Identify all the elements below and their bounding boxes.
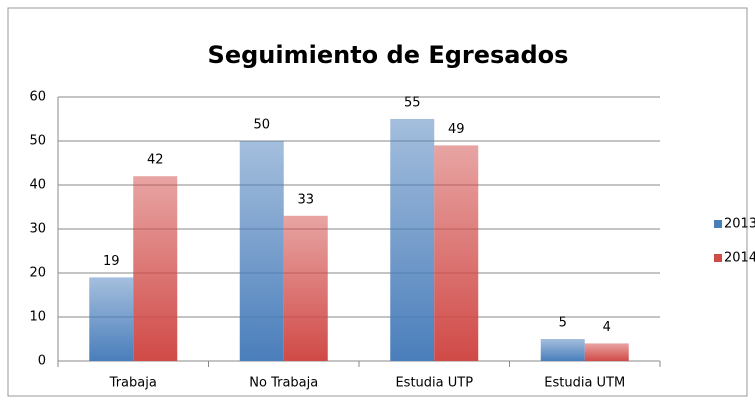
legend-label: 2014: [724, 251, 755, 266]
bar: [239, 141, 284, 361]
y-tick-label: 50: [29, 134, 46, 149]
bar: [584, 343, 629, 361]
data-label: 49: [448, 122, 465, 137]
bar: [540, 339, 585, 361]
y-tick-label: 20: [29, 266, 46, 281]
data-label: 19: [103, 254, 120, 269]
bar: [434, 145, 479, 361]
bar: [390, 119, 435, 361]
bar: [133, 176, 178, 361]
legend-swatch: [714, 254, 722, 262]
x-tick-label: Estudia UTM: [544, 376, 625, 391]
data-label: 4: [603, 320, 611, 335]
bar: [89, 277, 134, 361]
data-label: 50: [253, 118, 270, 133]
x-tick-label: No Trabaja: [249, 376, 318, 391]
legend-swatch: [714, 220, 722, 228]
data-label: 5: [559, 316, 567, 331]
legend-label: 2013: [724, 217, 755, 232]
chart-title: Seguimiento de Egresados: [208, 41, 569, 69]
data-label: 55: [404, 96, 421, 111]
y-tick-label: 30: [29, 222, 46, 237]
data-label: 33: [297, 192, 314, 207]
bar: [283, 215, 328, 361]
y-tick-label: 10: [29, 310, 46, 325]
y-tick-label: 60: [29, 90, 46, 105]
y-tick-label: 0: [38, 354, 46, 369]
x-tick-label: Trabaja: [109, 376, 157, 391]
data-label: 42: [147, 153, 164, 168]
y-tick-label: 40: [29, 178, 46, 193]
x-tick-label: Estudia UTP: [395, 376, 473, 391]
